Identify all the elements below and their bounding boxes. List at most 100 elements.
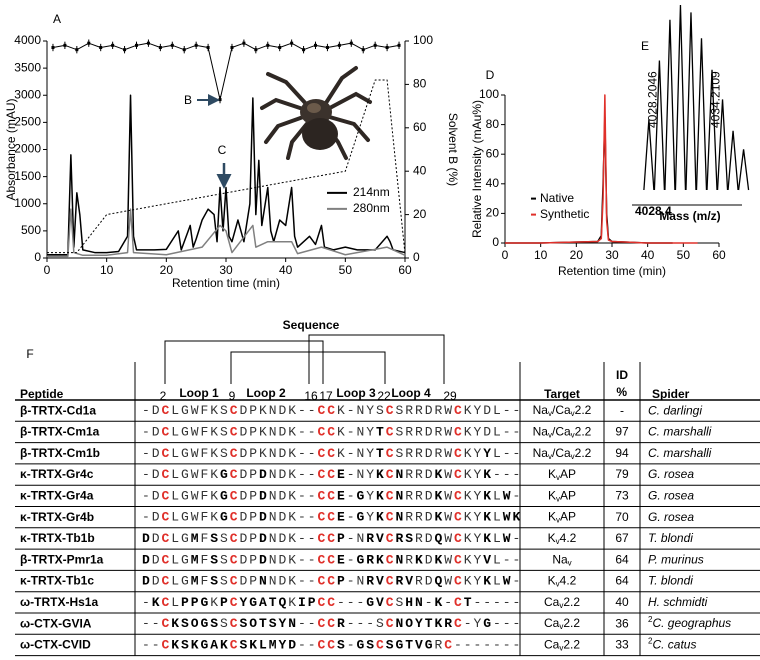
peptide-name: κ-TRTX-Gr4b (20, 510, 94, 524)
y2-tick-label: 0 (413, 250, 420, 264)
marker (302, 48, 306, 52)
x-tick-label: 10 (534, 248, 548, 262)
y2-tick-label: 100 (413, 33, 433, 47)
marker (63, 43, 67, 47)
marker (51, 46, 55, 50)
marker (87, 41, 91, 45)
x-tick-label: 20 (160, 263, 174, 277)
disulfide-bond (164, 340, 324, 384)
marker (218, 98, 222, 102)
spider: 2C. geographus (648, 615, 731, 630)
y2-axis-title: Solvent B (%) (446, 113, 460, 186)
x-tick-label: 40 (279, 263, 293, 277)
spectrum-peak (664, 19, 676, 191)
panel-label: D (486, 68, 495, 82)
y-tick-label: 80 (486, 117, 500, 131)
legend-label: Native (540, 191, 574, 205)
marker (397, 43, 401, 47)
marker (349, 41, 353, 45)
spectrum-peak (643, 119, 655, 191)
spider: G. rosea (648, 489, 694, 503)
x-tick-label: 20 (570, 248, 584, 262)
identity: 40 (615, 595, 629, 609)
marker (206, 46, 210, 50)
y-tick-label: 2000 (14, 142, 41, 156)
legend-label: 214nm (353, 185, 390, 199)
y-tick-label: 3000 (14, 87, 41, 101)
panel-label: E (641, 39, 649, 53)
spider: T. blondi (648, 574, 693, 588)
marker (75, 48, 79, 52)
spider: H. schmidti (648, 595, 708, 609)
target: Kv​AP (548, 510, 576, 525)
x-tick-label: 0 (44, 263, 51, 277)
marker (314, 43, 317, 47)
target: Kv​4.2 (548, 574, 577, 589)
spectrum-peak (716, 99, 729, 191)
x-tick-label: 30 (219, 263, 233, 277)
residue-number: 17 (319, 389, 333, 403)
y2-tick-label: 20 (413, 207, 427, 221)
y-tick-label: 1500 (14, 169, 41, 183)
column-header: ID % (613, 368, 628, 399)
peptide-name: κ-TRTX-Tb1c (20, 574, 94, 588)
identity: 73 (615, 489, 629, 503)
loop-label: Loop 2 (246, 386, 286, 400)
target: Kv​4.2 (548, 531, 577, 546)
y-tick-label: 20 (486, 206, 500, 220)
target: Nav​ (552, 552, 571, 567)
marker (111, 43, 115, 47)
peptide-name: β-TRTX-Pmr1a (20, 552, 104, 566)
axis-start-label: 4028.4 (635, 204, 672, 218)
x-tick-label: 40 (641, 248, 655, 262)
disulfide-bond (308, 334, 445, 384)
identity: 94 (615, 446, 629, 460)
identity: 36 (615, 616, 629, 630)
identity: 97 (615, 425, 629, 439)
spider: T. blondi (648, 531, 693, 545)
loop-label: Loop 3 (336, 386, 376, 400)
loop-label: Loop 4 (391, 386, 431, 400)
marker (278, 46, 282, 50)
loop-label: Loop 1 (179, 386, 219, 400)
spectrum-peak (737, 149, 750, 191)
peptide-name: ω-TRTX-Hs1a (20, 595, 98, 609)
disulfide-bond (230, 351, 386, 384)
spectrum-peak (695, 38, 708, 191)
spectrum-peak (727, 130, 739, 191)
marker (254, 48, 258, 52)
target: Kv​AP (548, 489, 576, 504)
x-tick-label: 50 (339, 263, 353, 277)
x-axis-title: Retention time (min) (558, 264, 666, 278)
spider: P. murinus (648, 552, 704, 566)
identity: 64 (615, 552, 629, 566)
x-tick-label: 60 (398, 263, 412, 277)
peptide-name: κ-TRTX-Tb1b (20, 531, 95, 545)
residue-number: 2 (160, 389, 167, 403)
marker (170, 43, 174, 47)
target: Cav​2.2 (544, 595, 580, 610)
column-header: Peptide (20, 387, 64, 401)
x-tick-label: 50 (677, 248, 691, 262)
peak-label: 4028.2046 (646, 71, 660, 128)
y-tick-label: 3500 (14, 60, 41, 74)
identity: 70 (615, 510, 629, 524)
marker (182, 48, 186, 52)
marker (337, 43, 341, 47)
annotation: B (184, 93, 192, 107)
x-tick-label: 60 (712, 248, 726, 262)
residue-number: 22 (377, 389, 391, 403)
peak-label: 4034.2109 (709, 71, 723, 128)
marker (158, 46, 162, 50)
column-header: Target (544, 387, 580, 401)
spectrum-peak (706, 69, 718, 191)
